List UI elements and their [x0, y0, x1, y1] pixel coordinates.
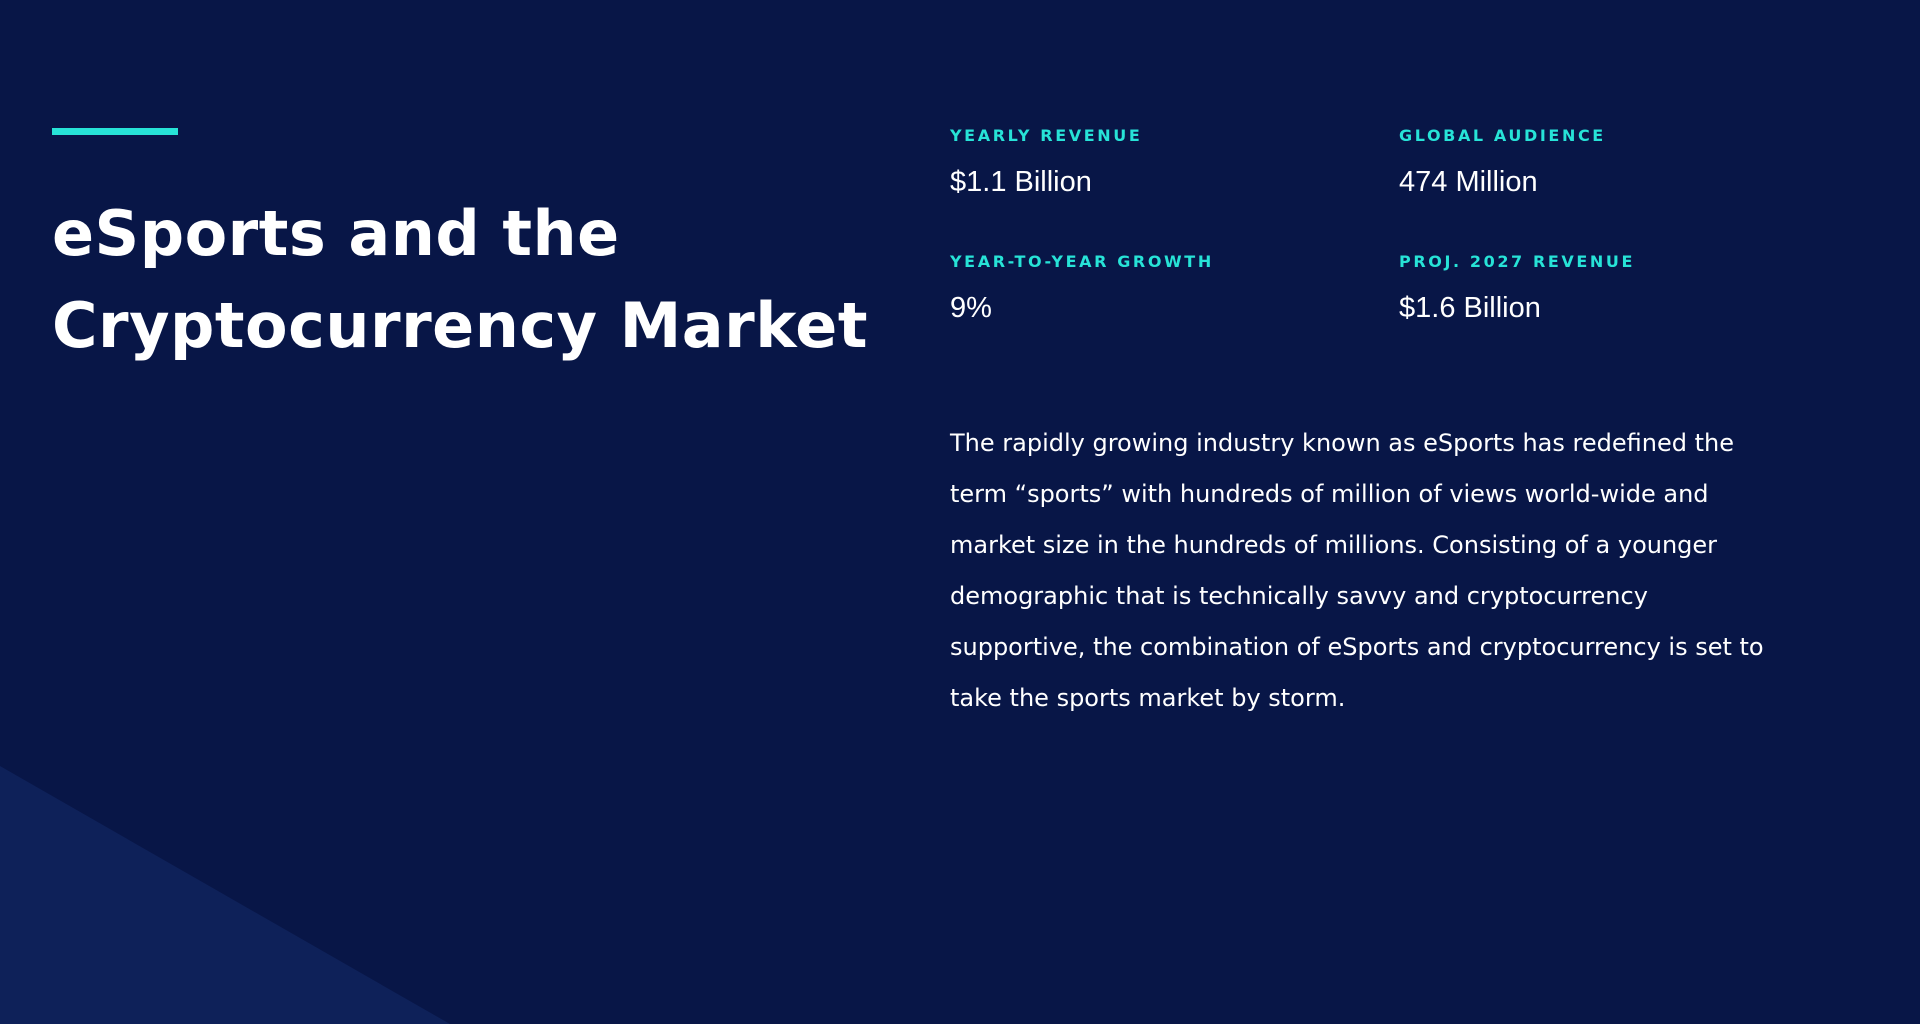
description-text: The rapidly growing industry known as eS… [950, 429, 1764, 712]
page-title: eSports and the Cryptocurrency Market [52, 188, 892, 372]
stat-label: YEAR-TO-YEAR GROWTH [950, 252, 1214, 271]
stat-value: $1.6 Billion [1399, 292, 1541, 324]
stat-value: 9% [950, 292, 992, 324]
stat-global-audience: GLOBAL AUDIENCE 474 Million [1399, 126, 1839, 200]
stat-value: 474 Million [1399, 166, 1538, 198]
stat-label: GLOBAL AUDIENCE [1399, 126, 1606, 145]
decorative-triangle [0, 766, 450, 1024]
stat-value: $1.1 Billion [950, 166, 1092, 198]
title-line-1: eSports and the [52, 197, 620, 270]
stat-yearly-revenue: YEARLY REVENUE $1.1 Billion [950, 126, 1399, 200]
stat-year-to-year-growth: YEAR-TO-YEAR GROWTH 9% [950, 252, 1399, 326]
stat-proj-2027-revenue: PROJ. 2027 REVENUE $1.6 Billion [1399, 252, 1839, 326]
stat-label: PROJ. 2027 REVENUE [1399, 252, 1636, 271]
title-line-2: Cryptocurrency Market [52, 289, 868, 362]
stat-label: YEARLY REVENUE [950, 126, 1143, 145]
stats-grid: YEARLY REVENUE $1.1 Billion GLOBAL AUDIE… [950, 126, 1850, 326]
accent-bar [52, 128, 178, 135]
